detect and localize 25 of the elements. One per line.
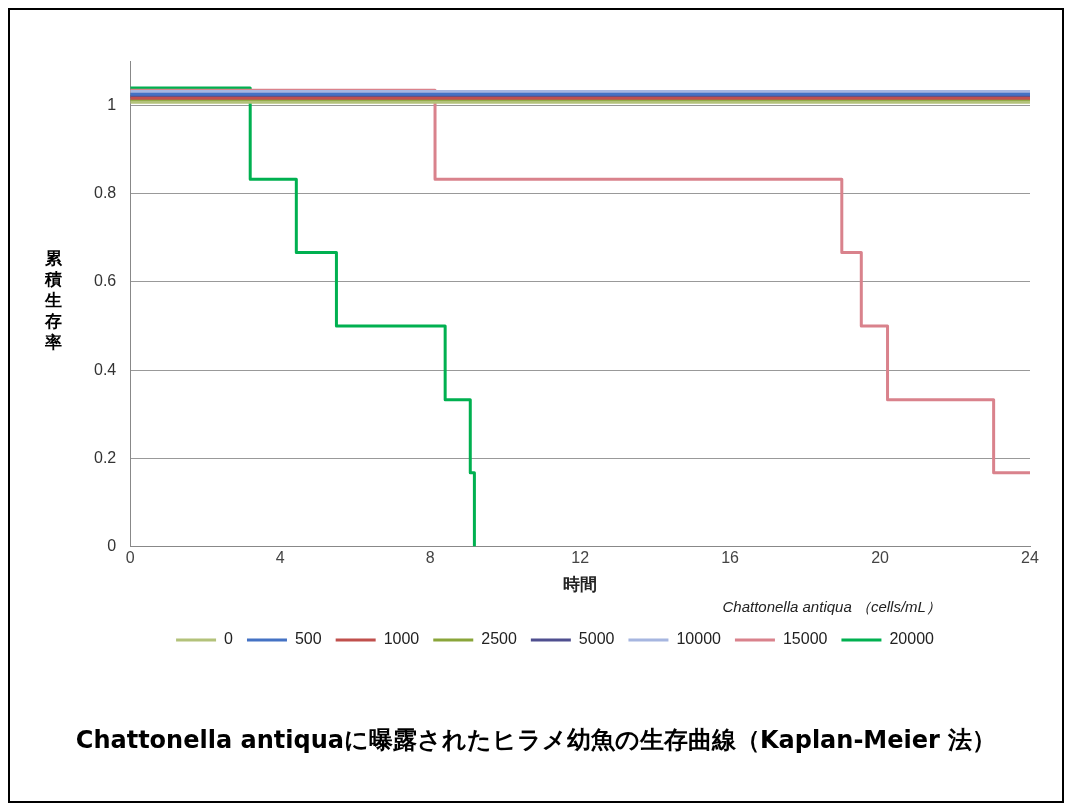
x-tick-label: 12: [571, 549, 590, 567]
x-tick-label: 20: [871, 549, 890, 567]
legend-title: Chattonella antiqua （cells/mL）: [722, 597, 941, 615]
legend-label: 0: [224, 630, 234, 648]
legend-label: 20000: [889, 630, 935, 648]
x-axis-title: 時間: [563, 575, 598, 595]
legend-label: 1000: [383, 630, 420, 648]
x-tick-label: 0: [125, 549, 135, 567]
x-tick-label: 4: [275, 549, 285, 567]
x-tick-label: 16: [721, 549, 740, 567]
x-tick-label: 8: [425, 549, 435, 567]
legend-label: 2500: [481, 630, 517, 648]
y-tick-label: 0.4: [93, 360, 117, 378]
y-tick-label: 0.6: [93, 272, 117, 290]
y-tick-label: 0.8: [93, 184, 117, 202]
text: Chattonella antiquaに曝露されたヒラメ幼魚の生存曲線（Kaplan-Meier 法）: [74, 725, 998, 756]
y-axis-title: 累積生存率: [43, 248, 63, 353]
legend-label: 10000: [676, 630, 722, 648]
x-tick-label: 24: [1021, 549, 1039, 567]
legend-label: 15000: [782, 630, 828, 648]
y-tick-label: 1: [107, 96, 117, 114]
legend-label: 5000: [578, 630, 615, 648]
y-tick-label: 0.2: [93, 448, 117, 466]
y-tick-label: 0: [107, 536, 117, 554]
legend-label: 500: [294, 630, 322, 648]
